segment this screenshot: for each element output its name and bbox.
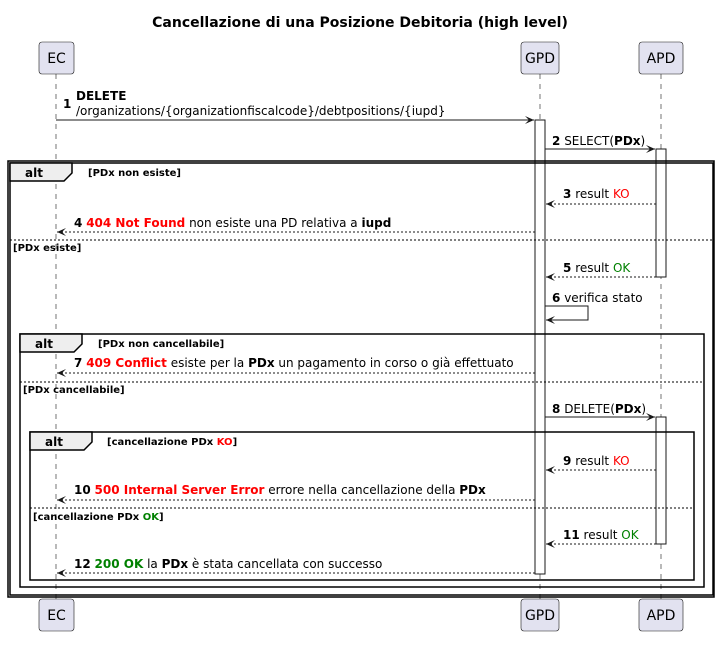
svg-text:[cancellazione PDx KO]: [cancellazione PDx KO] xyxy=(107,437,237,448)
svg-text:[cancellazione PDx OK]: [cancellazione PDx OK] xyxy=(33,512,164,523)
svg-text:GPD: GPD xyxy=(525,51,555,67)
svg-text:[PDx cancellabile]: [PDx cancellabile] xyxy=(23,385,125,396)
participant-ec-top: EC xyxy=(38,41,75,75)
svg-text:10 500 Internal Server Error e: 10 500 Internal Server Error errore nell… xyxy=(74,483,486,497)
participant-gpd-top: GPD xyxy=(520,41,560,75)
svg-text:[PDx non cancellabile]: [PDx non cancellabile] xyxy=(98,339,224,350)
svg-text:6 verifica stato: 6 verifica stato xyxy=(552,291,643,305)
diagram-title: Cancellazione di una Posizione Debitoria… xyxy=(152,15,568,31)
svg-text:EC: EC xyxy=(47,51,66,67)
svg-text:[PDx esiste]: [PDx esiste] xyxy=(13,243,81,254)
message-4: 4 404 Not Found non esiste una PD relati… xyxy=(57,216,535,236)
message-3: 3 result KO xyxy=(546,187,656,208)
svg-text:2 SELECT(PDx): 2 SELECT(PDx) xyxy=(552,134,645,148)
message-11: 11 result OK xyxy=(546,528,656,548)
message-9: 9 result KO xyxy=(546,454,656,474)
svg-text:alt: alt xyxy=(25,166,43,180)
message-10: 10 500 Internal Server Error errore nell… xyxy=(57,483,535,504)
svg-text:/organizations/{organizationfi: /organizations/{organizationfiscalcode}/… xyxy=(76,104,446,118)
svg-text:APD: APD xyxy=(647,51,676,67)
participant-ec-bottom: EC xyxy=(38,598,75,632)
svg-text:alt: alt xyxy=(45,435,63,449)
message-12: 12 200 OK la PDx è stata cancellata con … xyxy=(57,557,535,577)
activation-apd-delete xyxy=(655,416,667,545)
activation-gpd xyxy=(534,119,546,575)
message-7: 7 409 Conflict esiste per la PDx un paga… xyxy=(57,356,535,377)
svg-text:APD: APD xyxy=(647,608,676,624)
svg-text:11 result OK: 11 result OK xyxy=(563,528,640,542)
svg-text:alt: alt xyxy=(35,337,53,351)
svg-text:7 409 Conflict esiste per la P: 7 409 Conflict esiste per la PDx un paga… xyxy=(74,356,514,370)
svg-text:DELETE: DELETE xyxy=(76,89,126,103)
participant-apd-bottom: APD xyxy=(638,598,684,632)
svg-text:12 200 OK la PDx è stata cance: 12 200 OK la PDx è stata cancellata con … xyxy=(74,557,382,571)
svg-text:5 result OK: 5 result OK xyxy=(563,261,631,275)
alt-frame-middle: alt [PDx non cancellabile] [PDx cancella… xyxy=(19,333,705,588)
message-2: 2 SELECT(PDx) xyxy=(545,134,655,153)
svg-text:3 result KO: 3 result KO xyxy=(563,187,630,201)
message-5: 5 result OK xyxy=(546,261,656,281)
message-1: 1 DELETE /organizations/{organizationfis… xyxy=(56,89,534,124)
svg-text:4 404 Not Found non esiste una: 4 404 Not Found non esiste una PD relati… xyxy=(74,216,391,230)
participant-gpd-bottom: GPD xyxy=(520,598,560,632)
participant-apd-top: APD xyxy=(638,41,684,75)
svg-text:1: 1 xyxy=(63,97,71,111)
message-8: 8 DELETE(PDx) xyxy=(545,402,655,421)
message-6: 6 verifica stato xyxy=(545,291,643,324)
svg-text:8 DELETE(PDx): 8 DELETE(PDx) xyxy=(552,402,646,416)
activation-apd-select xyxy=(655,148,667,278)
alt-frame-outer: alt [PDx non esiste] [PDx esiste] xyxy=(7,160,715,598)
svg-text:9 result KO: 9 result KO xyxy=(563,454,630,468)
svg-text:[PDx non esiste]: [PDx non esiste] xyxy=(88,168,181,179)
svg-text:GPD: GPD xyxy=(525,608,555,624)
svg-text:EC: EC xyxy=(47,608,66,624)
alt-frame-inner: alt [cancellazione PDx KO] [cancellazion… xyxy=(29,431,695,581)
